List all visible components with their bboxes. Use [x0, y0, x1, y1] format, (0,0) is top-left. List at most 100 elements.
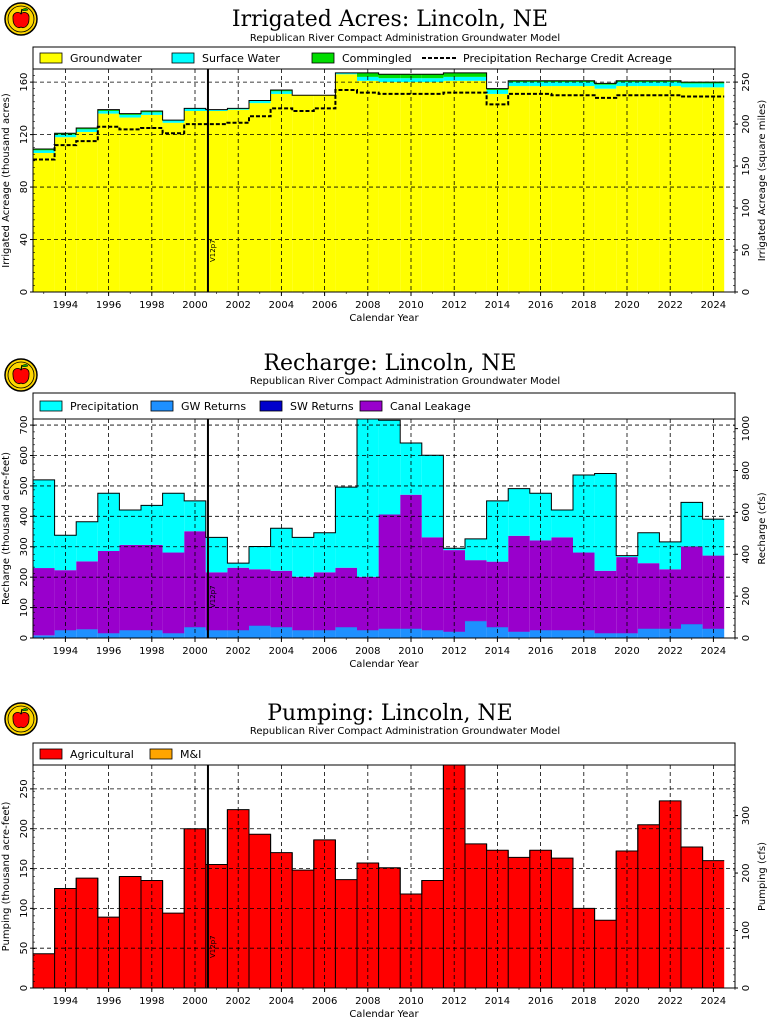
ytick-label: 40	[19, 233, 30, 246]
mark-groundwater-4	[119, 117, 141, 292]
mark-agricultural-22	[508, 857, 530, 988]
apple-logo-icon	[4, 2, 38, 36]
ytick-label: 600	[19, 446, 30, 465]
mark-gw-returns-8	[205, 630, 228, 638]
y-axis-right-label: Irrigated Acreage (square miles)	[757, 100, 768, 262]
mark-groundwater-8	[205, 110, 228, 292]
mark-canal-leakage-11	[270, 570, 293, 628]
xtick-label: 2014	[485, 300, 510, 311]
mark-gw-returns-31	[702, 628, 725, 638]
y-axis-right-label: Recharge (cfs)	[757, 492, 768, 564]
mark-agricultural-31	[702, 860, 725, 988]
mark-agricultural-16	[378, 867, 401, 988]
mark-canal-leakage-24	[551, 537, 573, 631]
mark-gw-returns-26	[594, 633, 617, 638]
mark-precipitation-10	[249, 546, 271, 570]
ytick-label: 100	[19, 899, 30, 918]
legend-box	[32, 392, 736, 420]
mark-canal-leakage-9	[227, 567, 249, 631]
xtick-label: 2012	[441, 996, 466, 1007]
mark-gw-returns-20	[465, 621, 487, 638]
xtick-label: 2004	[269, 646, 294, 657]
x-axis-label: Calendar Year	[349, 659, 419, 670]
xtick-label: 2010	[398, 300, 423, 311]
apple-logo-icon	[4, 358, 38, 392]
legend-label: Precipitation	[70, 400, 139, 413]
mark-precipitation-11	[270, 528, 293, 571]
mark-surface-water-20	[465, 76, 487, 81]
mark-gw-returns-6	[162, 633, 185, 638]
ytick-label: 300	[19, 537, 30, 556]
xtick-label: 2016	[528, 646, 553, 657]
series-precip-credit-line	[33, 88, 725, 161]
mark-precipitation-2	[76, 521, 98, 562]
mark-groundwater-2	[76, 131, 98, 292]
xtick-label: 2002	[225, 646, 250, 657]
mark-gw-returns-1	[54, 630, 77, 638]
mark-gw-returns-14	[335, 627, 357, 638]
mark-precipitation-23	[529, 493, 552, 541]
mark-surface-water-9	[227, 108, 249, 110]
xtick-label: 2014	[485, 996, 510, 1007]
ytick-right-label: 200	[741, 864, 752, 883]
chart-subtitle: Republican River Compact Administration …	[250, 33, 560, 44]
mark-canal-leakage-31	[702, 555, 725, 629]
legend-label: GW Returns	[181, 400, 246, 413]
mark-groundwater-6	[162, 122, 185, 293]
mark-commingled-23	[529, 80, 552, 83]
mark-gw-returns-29	[659, 628, 681, 638]
ytick-right-label: 800	[741, 461, 752, 480]
xtick-label: 2008	[355, 300, 380, 311]
mark-commingled-21	[486, 88, 509, 90]
mark-gw-returns-18	[421, 630, 444, 638]
xtick-label: 2004	[269, 300, 294, 311]
mark-groundwater-13	[313, 95, 336, 292]
mark-canal-leakage-7	[184, 531, 206, 628]
legend-swatch	[311, 52, 335, 64]
mark-precipitation-8	[205, 537, 228, 573]
mark-commingled-31	[702, 82, 725, 84]
mark-surface-water-16	[378, 78, 401, 83]
mark-surface-water-2	[76, 129, 98, 132]
mark-groundwater-30	[681, 87, 703, 292]
ytick-right-label: 0	[741, 289, 752, 295]
mark-agricultural-19	[443, 762, 465, 988]
mark-groundwater-21	[486, 93, 509, 293]
grid-lines	[33, 419, 735, 638]
ytick-right-label: 600	[741, 503, 752, 522]
xtick-label: 1996	[96, 300, 121, 311]
mark-gw-returns-12	[292, 630, 314, 638]
ytick-label: 500	[19, 476, 30, 495]
ytick-label: 150	[19, 859, 30, 878]
mark-gw-returns-22	[508, 631, 530, 638]
xtick-label: 1996	[96, 996, 121, 1007]
legend-swatch	[39, 748, 63, 760]
mark-agricultural-24	[551, 858, 573, 988]
xtick-label: 2014	[485, 646, 510, 657]
x-axis-label: Calendar Year	[349, 313, 419, 324]
mark-gw-returns-25	[573, 630, 595, 638]
mark-gw-returns-19	[443, 631, 465, 638]
mark-commingled-27	[616, 80, 638, 83]
xtick-label: 1994	[53, 646, 78, 657]
mark-precipitation-26	[594, 473, 617, 571]
ytick-right-label: 400	[741, 545, 752, 564]
mark-precipitation-24	[551, 509, 573, 538]
xtick-label: 1998	[139, 996, 164, 1007]
xtick-label: 2024	[701, 300, 726, 311]
mark-canal-leakage-18	[421, 537, 444, 631]
mark-precipitation-4	[119, 509, 141, 545]
legend-swatch	[359, 400, 383, 412]
mark-groundwater-0	[33, 152, 55, 292]
mark-surface-water-8	[205, 109, 228, 111]
mark-groundwater-10	[249, 103, 271, 292]
mark-commingled-28	[637, 80, 660, 83]
mark-groundwater-7	[184, 110, 206, 292]
mark-gw-returns-28	[637, 628, 660, 638]
mark-agricultural-28	[637, 824, 660, 988]
mark-gw-returns-17	[400, 628, 422, 638]
chart-title: Recharge: Lincoln, NE	[263, 351, 516, 376]
mark-gw-returns-9	[227, 630, 249, 638]
mark-groundwater-11	[270, 93, 293, 293]
